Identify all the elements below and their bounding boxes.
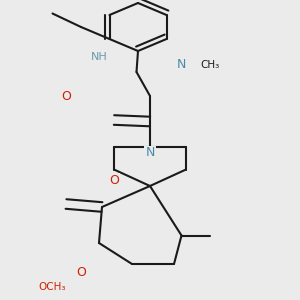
Text: N: N — [145, 146, 155, 160]
Text: OCH₃: OCH₃ — [39, 281, 66, 292]
Text: N: N — [177, 58, 186, 71]
Text: O: O — [61, 89, 71, 103]
Text: O: O — [76, 266, 86, 280]
Text: O: O — [109, 173, 119, 187]
Text: CH₃: CH₃ — [200, 59, 220, 70]
Text: NH: NH — [91, 52, 107, 62]
